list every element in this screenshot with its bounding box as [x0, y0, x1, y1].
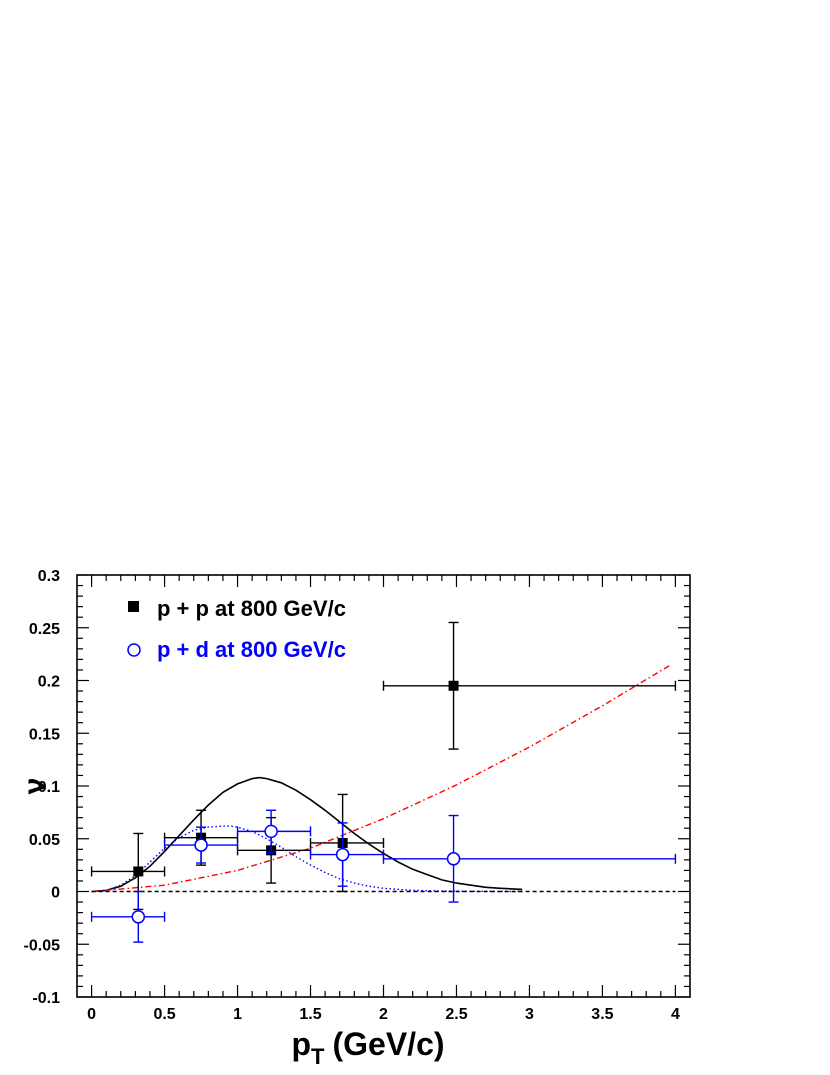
point-pd-1	[163, 826, 239, 864]
y-tick-label: -0.1	[32, 990, 60, 1007]
marker-square	[133, 866, 144, 877]
y-tick-label: 0.1	[38, 779, 60, 796]
point-pp-0	[90, 832, 166, 911]
marker-circle	[131, 910, 146, 924]
legend-label-pp: p + p at 800 GeV/c	[157, 596, 346, 621]
y-tick-label: -0.05	[24, 937, 61, 954]
legend-marker-pd	[127, 643, 141, 657]
marker-circle	[194, 838, 208, 852]
y-tick-label: 0	[51, 885, 60, 902]
legend-marker-pp	[128, 601, 139, 612]
x-tick-label: 1	[233, 1006, 242, 1023]
y-tick-label: 0.25	[29, 621, 60, 638]
point-pp-3	[309, 793, 385, 893]
point-pd-4	[382, 814, 677, 903]
point-pd-0	[90, 890, 166, 943]
y-tick-label: 0.15	[29, 726, 60, 743]
marker-circle	[446, 852, 461, 866]
y-axis-title: ν	[18, 778, 51, 795]
x-tick-label: 2.5	[445, 1006, 467, 1023]
marker-square	[448, 680, 459, 691]
y-tick-label: 0.05	[29, 832, 60, 849]
marker-circle	[335, 847, 350, 862]
x-tick-label: 2	[379, 1006, 388, 1023]
y-tick-labels: -0.1 -0.05 0 0.05 0.1 0.15 0.2 0.25 0.3	[24, 568, 61, 1007]
data-points	[90, 621, 677, 943]
marker-circle	[264, 824, 278, 839]
x-tick-label: 0	[87, 1006, 96, 1023]
y-tick-label: 0.3	[38, 568, 60, 585]
y-tick-label: 0.2	[38, 674, 60, 691]
x-tick-label: 3	[525, 1006, 534, 1023]
theory-curves	[91, 664, 676, 893]
point-pd-3	[309, 822, 385, 887]
x-tick-label: 0.5	[153, 1006, 175, 1023]
curve-solid	[91, 776, 523, 893]
x-axis-title: pT (GeV/c)	[291, 1026, 444, 1069]
x-tick-label: 1.5	[299, 1006, 321, 1023]
point-pp-4	[382, 621, 677, 750]
x-tick-label: 4	[671, 1006, 680, 1023]
legend: p + p at 800 GeV/c p + d at 800 GeV/c	[127, 596, 346, 662]
legend-label-pd: p + d at 800 GeV/c	[157, 637, 346, 662]
axis-ticks	[77, 574, 690, 998]
x-tick-label: 3.5	[591, 1006, 613, 1023]
x-tick-labels: 0 0.5 1 1.5 2 2.5 3 3.5 4	[87, 1006, 680, 1023]
point-pd-2	[236, 809, 312, 854]
curve-dashdot	[91, 664, 672, 893]
